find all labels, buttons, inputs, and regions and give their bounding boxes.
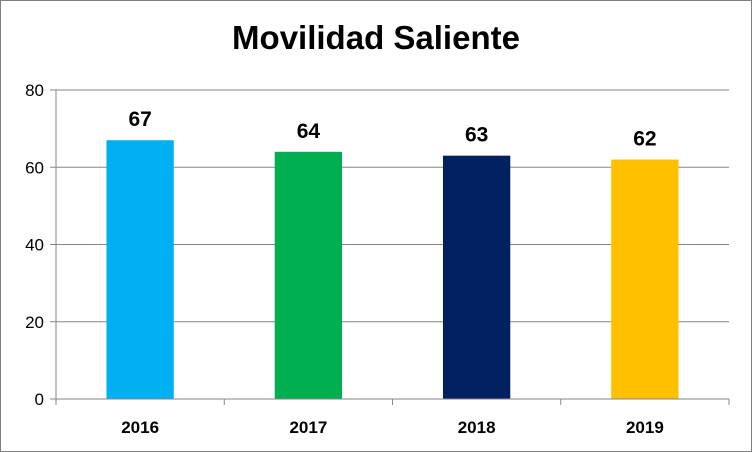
y-axis-ticks: 0 20 40 60 80 xyxy=(25,81,56,409)
data-label-2017: 64 xyxy=(297,120,321,143)
bar-2018 xyxy=(442,155,511,399)
x-axis-categories: 2016 2017 2018 2019 xyxy=(121,418,664,437)
y-tick-label: 20 xyxy=(25,313,44,332)
bar-2019 xyxy=(611,159,679,399)
bar-2017 xyxy=(274,151,343,399)
y-tick-label: 40 xyxy=(25,236,44,255)
data-label-2016: 67 xyxy=(128,108,151,131)
category-label-2016: 2016 xyxy=(121,418,159,437)
chart-title: Movilidad Saliente xyxy=(232,19,520,56)
y-tick-label: 60 xyxy=(25,158,44,177)
data-label-2019: 62 xyxy=(633,128,656,151)
y-tick-label: 80 xyxy=(25,81,44,100)
bar-2016 xyxy=(106,140,174,399)
category-label-2017: 2017 xyxy=(289,418,327,437)
category-label-2019: 2019 xyxy=(626,418,664,437)
bars xyxy=(106,140,679,399)
y-tick-label: 0 xyxy=(35,390,44,409)
data-label-2018: 63 xyxy=(465,124,488,147)
data-labels: 67 64 63 62 xyxy=(128,108,656,150)
category-label-2018: 2018 xyxy=(458,418,496,437)
axes xyxy=(55,90,730,405)
